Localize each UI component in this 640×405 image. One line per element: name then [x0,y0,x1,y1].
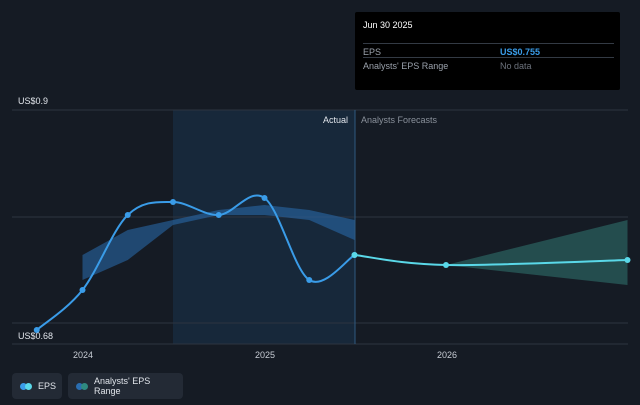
actual-period-highlight [173,110,355,344]
eps-forecast-line [354,254,628,267]
eps-actual-point [124,212,131,218]
legend-range-button[interactable]: Analysts' EPS Range [68,373,183,399]
eps-actual-point [33,327,40,333]
eps-actual-point [170,199,177,205]
x-tick-2025: 2025 [255,350,275,360]
analyst-range-band-forecast [354,220,628,285]
analyst-range-band-past [82,205,355,280]
y-axis-label-top: US$0.9 [18,96,48,106]
eps-forecast-point [351,252,358,258]
eps-actual-line [36,194,356,331]
x-tick-2026: 2026 [437,350,457,360]
legend-eps-label: EPS [38,381,57,391]
tooltip-row-range: Analysts' EPS Range No data [363,57,614,72]
tooltip-eps-value: US$0.755 [500,47,541,57]
region-label-actual: Actual [323,115,348,125]
eps-actual-point [79,287,86,293]
legend-eps-button[interactable]: EPS [12,373,62,399]
y-axis-label-bottom: US$0.68 [18,331,53,341]
range-legend-icon [76,382,88,390]
eps-points [33,195,631,333]
region-label-forecast: Analysts Forecasts [361,115,438,125]
tooltip-date: Jun 30 2025 [363,20,413,30]
range-bands [82,205,628,285]
tooltip-row-eps: EPS US$0.755 [363,43,614,58]
tooltip-eps-label: EPS [363,47,382,57]
data-tooltip: Jun 30 2025 EPS US$0.755 Analysts' EPS R… [355,12,620,90]
eps-lines [36,194,628,331]
tooltip-range-label: Analysts' EPS Range [363,61,449,71]
tooltip-range-value: No data [500,61,532,71]
eps-actual-point [261,195,268,201]
legend-range-label: Analysts' EPS Range [94,376,151,396]
eps-actual-point [215,212,222,218]
x-tick-2024: 2024 [73,350,93,360]
eps-forecast-point [624,257,631,263]
eps-actual-point [306,277,313,283]
eps-forecast-point [443,262,450,268]
eps-legend-icon [20,382,32,390]
